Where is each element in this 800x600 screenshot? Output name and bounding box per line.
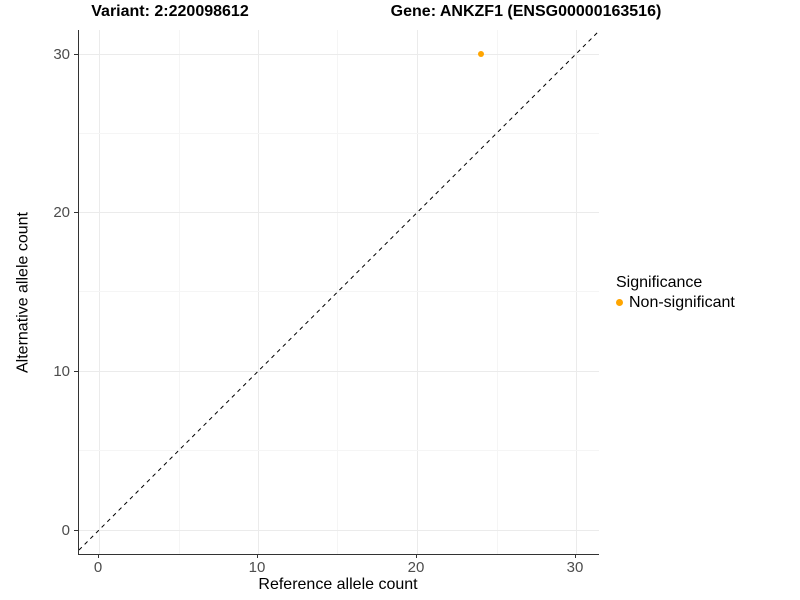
x-tick-20 <box>416 554 417 558</box>
x-tick-0 <box>98 554 99 558</box>
y-tick-label-0: 0 <box>61 522 70 539</box>
x-tick-label-10: 10 <box>248 559 266 576</box>
x-tick-10 <box>257 554 258 558</box>
identity-dashed-line <box>79 31 599 551</box>
gridline-major-x10 <box>258 30 259 554</box>
data-point <box>478 51 484 57</box>
gridline-major-x30 <box>576 30 577 554</box>
gridline-minor-y5 <box>79 450 599 451</box>
y-tick-label-30: 30 <box>53 46 70 63</box>
plot-title-gene: Gene: ANKZF1 (ENSG00000163516) <box>390 3 662 20</box>
gridline-minor-y25 <box>79 133 599 134</box>
legend-title: Significance <box>616 274 703 291</box>
gridline-major-x20 <box>417 30 418 554</box>
x-axis-title: Reference allele count <box>258 576 418 593</box>
gridline-minor-x15 <box>337 30 338 554</box>
legend-item-non-significant: Non-significant <box>616 293 735 312</box>
x-tick-30 <box>575 554 576 558</box>
gridline-minor-x5 <box>179 30 180 554</box>
x-tick-label-20: 20 <box>407 559 425 576</box>
y-tick-label-20: 20 <box>53 204 70 221</box>
gridline-minor-y15 <box>79 291 599 292</box>
y-axis-title: Alternative allele count <box>14 212 32 373</box>
x-tick-label-30: 30 <box>566 559 584 576</box>
y-tick-label-10: 10 <box>53 363 70 380</box>
gridline-major-y10 <box>79 371 599 372</box>
y-tick-20 <box>74 212 78 213</box>
gridline-major-x0 <box>99 30 100 554</box>
legend-item-label: Non-significant <box>629 294 735 311</box>
gridline-major-y30 <box>79 54 599 55</box>
y-tick-10 <box>74 371 78 372</box>
gridline-minor-x25 <box>497 30 498 554</box>
plot-panel <box>78 30 599 555</box>
legend-point-icon <box>616 299 623 306</box>
legend: Significance Non-significant <box>616 273 735 312</box>
y-tick-0 <box>74 530 78 531</box>
gridline-major-y20 <box>79 212 599 213</box>
plot-title-variant: Variant: 2:220098612 <box>91 3 249 20</box>
gridline-major-y0 <box>79 530 599 531</box>
y-tick-30 <box>74 54 78 55</box>
x-tick-label-0: 0 <box>93 559 103 576</box>
